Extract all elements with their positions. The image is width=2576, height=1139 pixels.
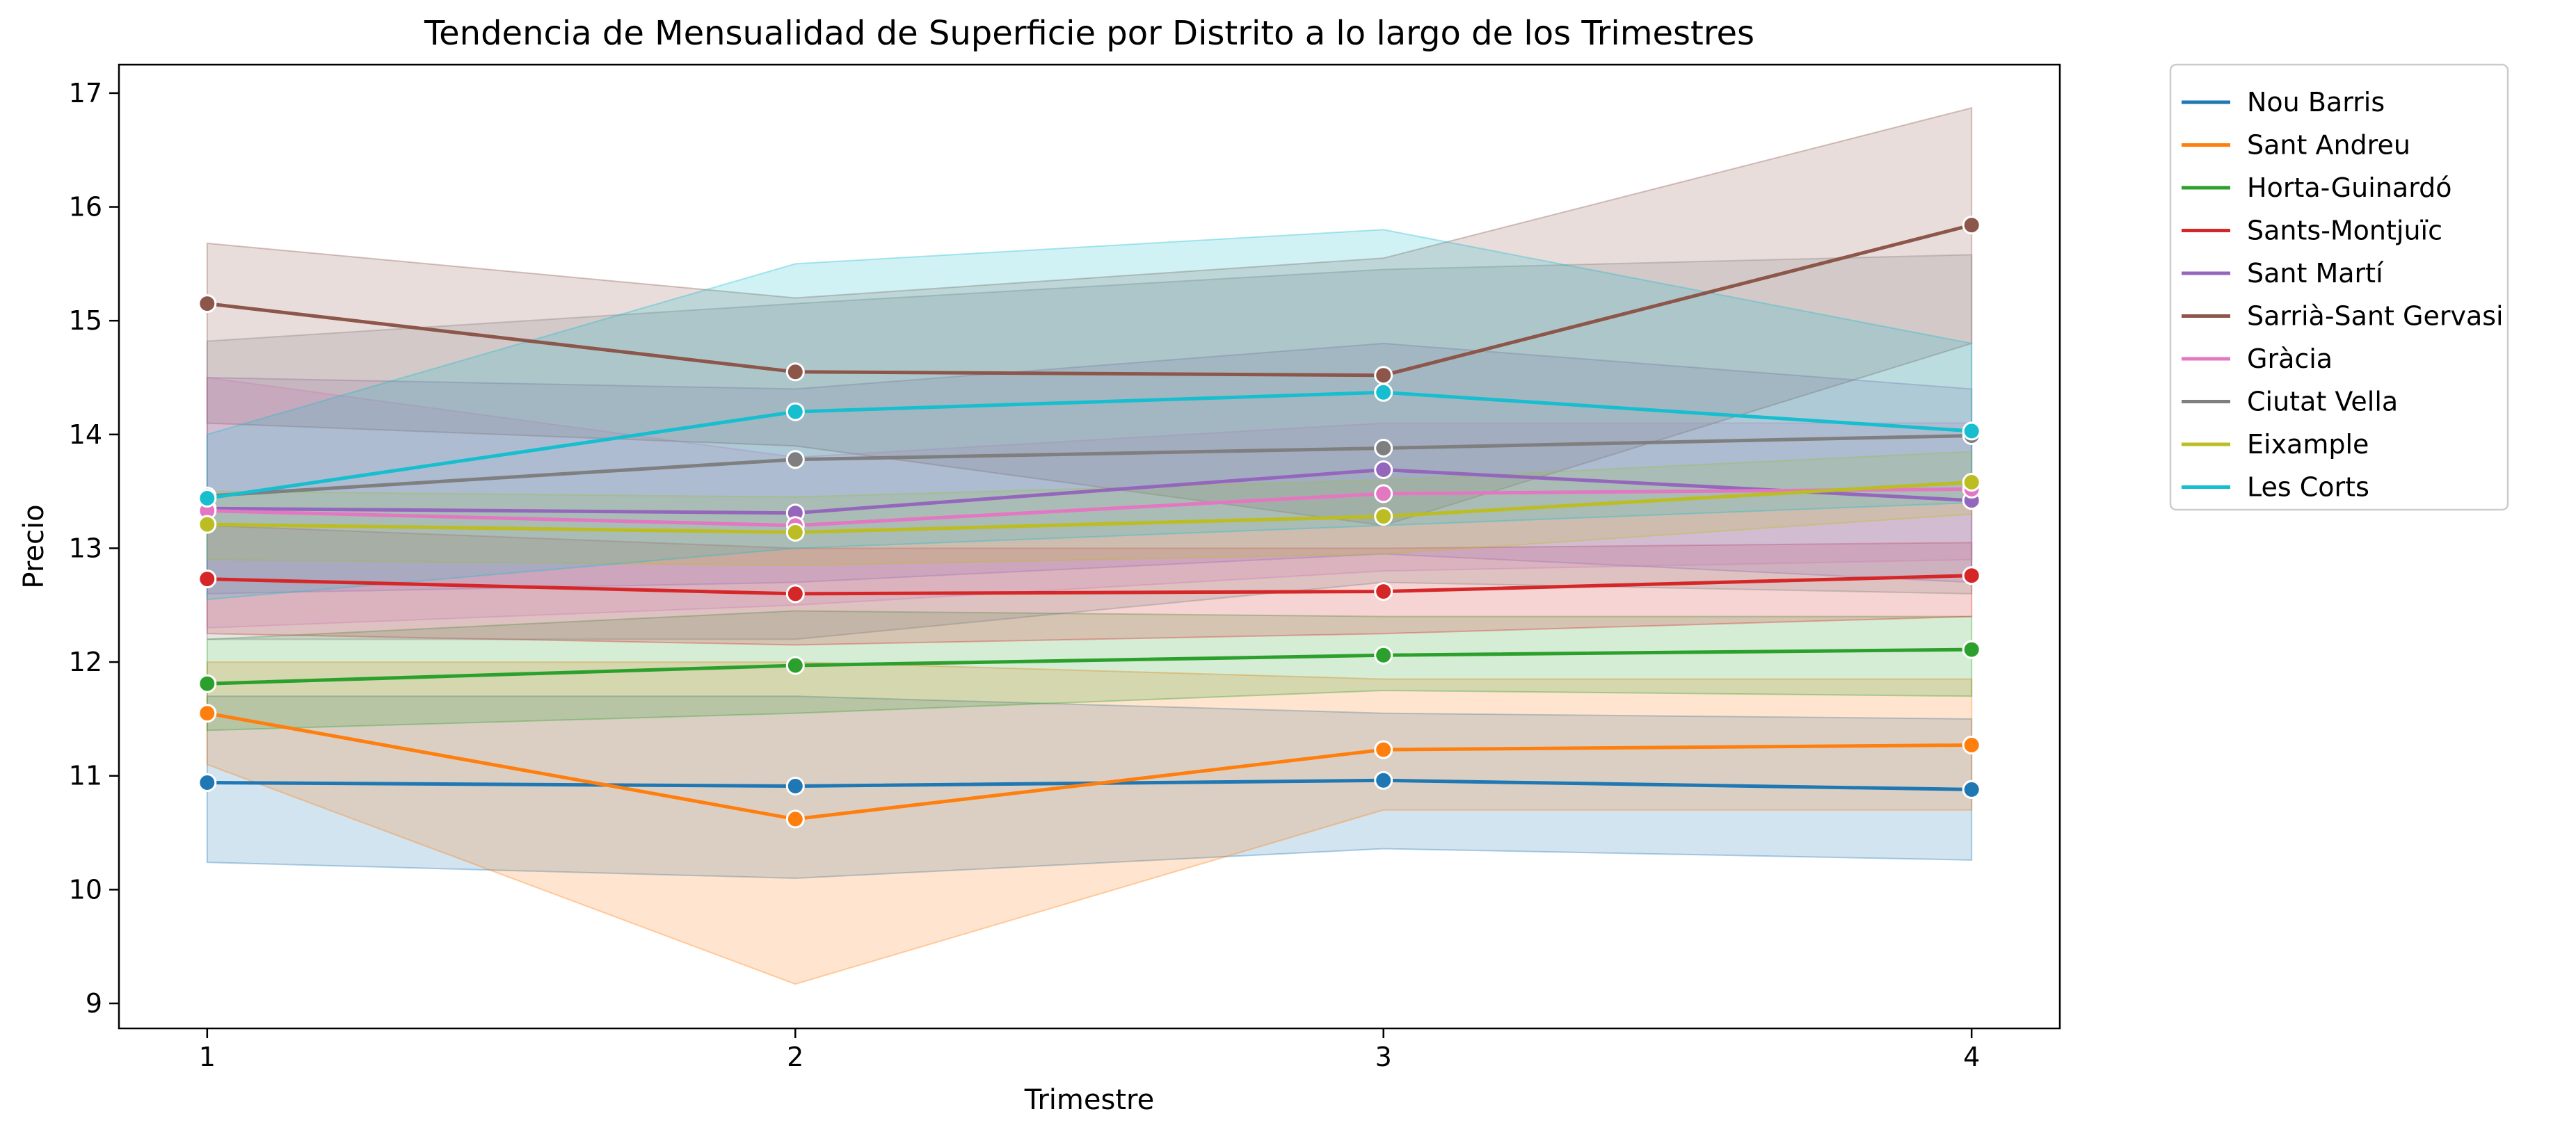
data-point-7-1 xyxy=(785,450,805,469)
data-point-8-1 xyxy=(785,523,805,542)
legend-box xyxy=(2169,63,2509,511)
data-point-0-2 xyxy=(1374,770,1393,790)
legend-label-1: Sant Andreu xyxy=(2247,130,2410,161)
legend-label-3: Sants-Montjuïc xyxy=(2247,216,2442,246)
data-point-9-1 xyxy=(785,402,805,421)
data-point-6-2 xyxy=(1374,484,1393,503)
data-point-8-2 xyxy=(1374,507,1393,526)
series-line-2 xyxy=(207,647,1972,686)
data-point-4-2 xyxy=(1374,460,1393,479)
data-point-0-1 xyxy=(785,777,805,795)
x-tick-label: 4 xyxy=(1963,1042,1980,1072)
legend-label-9: Les Corts xyxy=(2247,472,2369,503)
y-tick-label: 13 xyxy=(69,533,102,563)
y-tick-label: 17 xyxy=(69,78,102,108)
x-tick-label: 2 xyxy=(787,1042,803,1072)
y-tick-label: 11 xyxy=(69,761,102,791)
data-point-9-0 xyxy=(198,489,217,508)
legend-label-5: Sarrià-Sant Gervasi xyxy=(2247,301,2504,332)
data-points xyxy=(198,216,1981,829)
data-point-3-1 xyxy=(785,584,805,604)
data-point-2-2 xyxy=(1374,645,1393,665)
legend-label-7: Ciutat Vella xyxy=(2247,387,2398,417)
legend-label-8: Eixample xyxy=(2247,429,2369,460)
series-line-4 xyxy=(207,467,1972,515)
x-axis: 1 2 3 4 xyxy=(199,1028,1980,1072)
data-point-5-2 xyxy=(1374,366,1393,385)
confidence-band-0 xyxy=(206,695,1973,880)
legend-label-6: Gràcia xyxy=(2247,344,2333,374)
legend-label-4: Sant Martí xyxy=(2247,258,2384,289)
y-tick-label: 15 xyxy=(69,305,102,336)
series-line-7 xyxy=(207,434,1972,498)
legend-label-2: Horta-Guinardó xyxy=(2247,172,2452,203)
series-line-3 xyxy=(207,574,1972,596)
data-point-5-0 xyxy=(198,294,217,314)
data-point-3-0 xyxy=(198,570,217,589)
y-tick-label: 9 xyxy=(86,988,102,1019)
confidence-band-6 xyxy=(206,376,1973,629)
data-point-2-3 xyxy=(1962,640,1981,659)
y-axis: 9 10 11 12 13 14 15 16 17 xyxy=(69,78,119,1019)
data-point-8-3 xyxy=(1962,473,1981,492)
data-point-2-1 xyxy=(785,656,805,675)
data-point-0-3 xyxy=(1962,779,1981,799)
confidence-band-3 xyxy=(206,524,1973,646)
data-point-8-0 xyxy=(198,515,217,534)
data-point-1-1 xyxy=(785,809,805,829)
data-point-1-2 xyxy=(1374,740,1393,759)
y-axis-label: Precio xyxy=(18,504,50,588)
y-tick-label: 14 xyxy=(69,419,102,450)
data-point-3-2 xyxy=(1374,582,1393,601)
data-point-0-0 xyxy=(198,773,217,792)
y-tick-label: 10 xyxy=(69,874,102,905)
data-point-3-3 xyxy=(1962,566,1981,585)
series-line-5 xyxy=(207,223,1972,378)
confidence-bands xyxy=(206,106,1973,985)
series-line-8 xyxy=(207,480,1972,535)
data-point-2-0 xyxy=(198,674,217,693)
data-point-5-1 xyxy=(785,362,805,382)
y-tick-label: 16 xyxy=(69,192,102,223)
confidence-band-1 xyxy=(206,661,1973,985)
x-tick-label: 1 xyxy=(199,1042,216,1072)
series-line-1 xyxy=(207,711,1972,821)
confidence-band-7 xyxy=(206,254,1973,640)
y-tick-label: 12 xyxy=(69,647,102,677)
data-point-9-3 xyxy=(1962,421,1981,441)
data-point-1-3 xyxy=(1962,736,1981,754)
x-axis-label: Trimestre xyxy=(1024,1084,1154,1116)
series-line-6 xyxy=(207,487,1972,528)
plot-area-frame xyxy=(118,63,2061,1030)
series-lines xyxy=(207,223,1972,821)
confidence-band-5 xyxy=(206,106,1973,526)
legend: Nou Barris Sant Andreu Horta-Guinardó Sants… xyxy=(2169,63,2509,511)
series-line-9 xyxy=(207,390,1972,500)
chart-title: Tendencia de Mensualidad de Superficie p… xyxy=(424,14,1754,53)
legend-label-0: Nou Barris xyxy=(2247,87,2385,118)
data-point-7-2 xyxy=(1374,439,1393,458)
data-point-1-0 xyxy=(198,704,217,723)
data-point-9-2 xyxy=(1374,382,1393,402)
data-point-5-3 xyxy=(1962,216,1981,235)
confidence-band-2 xyxy=(206,610,1973,732)
x-tick-label: 3 xyxy=(1375,1042,1392,1072)
